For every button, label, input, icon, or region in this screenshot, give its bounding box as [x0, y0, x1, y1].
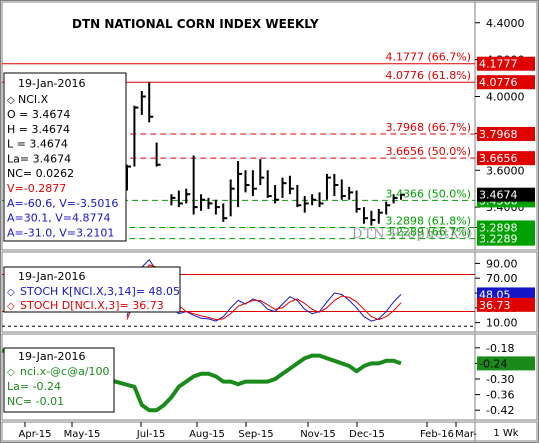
fib-level-label: 3.7968 (66.7%) [385, 121, 471, 134]
fib-level-label: 4.1777 (66.7%) [385, 51, 471, 64]
fib-level-tag-bg [477, 231, 535, 246]
stoch-date: 19-Jan-2016 [18, 270, 86, 283]
fib-level-tag: 4.0776 [479, 76, 518, 89]
time-tick-label: Sep-15 [238, 429, 273, 440]
spread-last-tag: -0.24 [479, 357, 507, 370]
info-line: O = 3.4674 [7, 108, 70, 121]
fib-level-tag-bg [477, 56, 535, 71]
price-tick-label: 4.0000 [486, 91, 525, 104]
time-axis: 1 Wk Apr-15 May-15 Jul-15 Aug-15 Sep-15 Nov-1… [1, 421, 538, 442]
last-price-tag: 3.4674 [479, 189, 518, 202]
fib-level-tag-bg [477, 151, 535, 166]
price-info-box: 19-Jan-2016 ◇ NCI.X O = 3.4674 H = 3.4674… [3, 72, 127, 242]
info-symbol: NCI.X [18, 93, 49, 106]
diamond-icon: ◇ [7, 301, 15, 312]
time-tick-label: Jul-15 [136, 429, 165, 440]
info-line: V=-0.2877 [7, 182, 66, 195]
stoch-axis-frame [474, 251, 538, 333]
spread-tick-label: -0.18 [486, 342, 514, 355]
fib-level-tag: 3.6656 [479, 152, 518, 165]
price-tick-label: 3.6000 [486, 164, 525, 177]
fib-level-label: 3.6656 (50.0%) [385, 145, 471, 158]
fib-level-tag-bg [477, 75, 535, 90]
price-tick-label: 4.4000 [486, 17, 525, 30]
time-tick-label: Nov-15 [300, 429, 336, 440]
spread-legend-frame [3, 347, 115, 413]
stoch-d-tag-bg [477, 297, 535, 312]
time-tick-label: Mar- [455, 429, 477, 440]
last-price-tag-bg [477, 187, 535, 202]
period-frame [474, 421, 538, 442]
diamond-icon: ◇ [7, 95, 15, 106]
info-line: La= 3.4674 [7, 152, 71, 165]
stoch-d-label: STOCH D[NCI.X,3]= 36.73 [20, 299, 164, 312]
fib-level-tag-bg [477, 220, 535, 235]
time-tick-label: Dec-15 [349, 429, 385, 440]
spread-label: nci.x-@c@a/100 [20, 365, 110, 378]
price-axis-frame [474, 1, 538, 251]
info-line: A=30.1, V=4.8774 [7, 212, 110, 225]
fib-level-tag: 3.2289 [479, 233, 518, 246]
spread-last: La= -0.24 [7, 380, 61, 393]
stoch-d-tag: 36.73 [479, 299, 511, 312]
spread-tick-label: -0.42 [486, 404, 514, 417]
period-label: 1 Wk [493, 428, 518, 439]
spread-net: NC= -0.01 [7, 395, 64, 408]
stoch-legend: 19-Jan-2016 ◇ STOCH K[NCI.X,3,14]= 48.05… [3, 266, 181, 313]
info-line: H = 3.4674 [7, 123, 70, 136]
chart-title: DTN NATIONAL CORN INDEX WEEKLY [72, 17, 319, 31]
info-date: 19-Jan-2016 [18, 77, 86, 90]
spread-date: 19-Jan-2016 [18, 350, 86, 363]
spread-axis-frame [474, 333, 538, 421]
fib-level-label: 3.4366 (50.0%) [385, 187, 471, 200]
info-line: A=-60.6, V=-3.5016 [7, 197, 118, 210]
diamond-icon: ◇ [7, 287, 15, 298]
fib-level-label: 3.2289 (66.7%) [385, 226, 471, 239]
stoch-tick-label: 90.00 [486, 257, 518, 270]
time-tick-label: Apr-15 [19, 429, 52, 440]
fib-level-label: 4.0776 (61.8%) [385, 69, 471, 82]
info-line: NC= 0.0262 [7, 167, 74, 180]
info-line: A=-31.0, V=3.2101 [7, 226, 114, 239]
info-box-frame [3, 72, 127, 242]
stoch-legend-frame [3, 266, 181, 313]
time-tick-label: May-15 [64, 429, 101, 440]
fib-level-tag-bg [477, 126, 535, 141]
diamond-icon: ◇ [7, 367, 15, 378]
spread-last-tag-bg [477, 356, 535, 371]
spread-legend: 19-Jan-2016 ◇ nci.x-@c@a/100 La= -0.24 N… [3, 347, 115, 413]
time-tick-label: Aug-15 [189, 429, 225, 440]
stoch-k-label: STOCH K[NCI.X,3,14]= 48.05 [20, 285, 180, 298]
fib-level-label: 3.2898 (61.8%) [385, 214, 471, 227]
price-pane: DTN NATIONAL CORN INDEX WEEKLY DTN Proph… [1, 1, 538, 251]
info-line: L = 3.4674 [7, 138, 68, 151]
spread-tick-label: -0.30 [486, 373, 514, 386]
spread-tick-label: -0.36 [486, 389, 514, 402]
stoch-tick-label: 10.00 [486, 317, 518, 330]
fib-level-tag: 3.7968 [479, 128, 518, 141]
time-tick-label: Feb-16 [420, 429, 454, 440]
spread-pane: -0.42-0.36-0.30-0.24-0.18-0.24 [1, 333, 538, 421]
fib-level-tag: 3.2898 [479, 221, 518, 234]
fib-level-tag: 4.1777 [479, 58, 518, 71]
stoch-tick-label: 70.00 [486, 272, 518, 285]
spread-line [1, 348, 402, 413]
